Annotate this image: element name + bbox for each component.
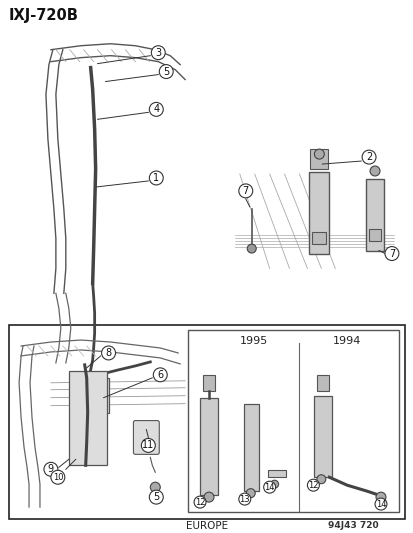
Bar [267,470,285,477]
Circle shape [313,149,323,159]
Bar [243,403,258,491]
Bar [69,371,106,465]
Text: 14: 14 [375,499,385,508]
Circle shape [384,247,398,261]
Circle shape [270,480,278,488]
Circle shape [153,368,167,382]
Bar [317,375,328,391]
Circle shape [369,166,379,176]
Text: 5: 5 [153,492,159,502]
Circle shape [247,244,256,253]
Text: IXJ-720B: IXJ-720B [8,8,78,23]
Text: 3: 3 [155,47,161,58]
Text: 2: 2 [365,152,371,162]
Text: 11: 11 [142,440,154,450]
Text: 1995: 1995 [239,336,267,346]
Text: 12: 12 [195,498,205,506]
Bar [313,395,332,477]
Text: 8: 8 [105,348,112,358]
Text: 6: 6 [157,370,163,380]
Bar [81,378,108,413]
Circle shape [374,498,386,510]
Text: 14: 14 [264,483,274,491]
Circle shape [159,64,173,78]
Text: 12: 12 [307,481,318,490]
Bar [188,330,398,512]
Text: EUROPE: EUROPE [185,521,228,531]
Circle shape [316,475,325,484]
Text: 7: 7 [242,186,248,196]
Circle shape [101,346,115,360]
Text: 5: 5 [163,67,169,77]
Bar [365,179,383,251]
Circle shape [238,493,250,505]
Circle shape [149,102,163,116]
Text: 13: 13 [239,495,249,504]
Text: 9: 9 [48,464,54,474]
Circle shape [204,492,214,502]
Bar [199,398,217,495]
Circle shape [149,490,163,504]
Text: 1994: 1994 [332,336,361,346]
FancyBboxPatch shape [133,421,159,454]
Circle shape [151,46,165,60]
Circle shape [150,482,160,492]
Circle shape [238,184,252,198]
Circle shape [51,470,65,484]
Circle shape [307,479,318,491]
Bar [202,375,214,391]
Bar [9,325,404,519]
Circle shape [263,481,275,493]
Bar [309,172,328,254]
Circle shape [149,171,163,185]
Circle shape [361,150,375,164]
Circle shape [141,439,155,453]
Circle shape [44,462,58,477]
Text: 1: 1 [153,173,159,183]
Circle shape [246,489,254,498]
Bar [368,229,380,240]
Bar [310,149,328,169]
Text: 4: 4 [153,104,159,115]
Text: 10: 10 [52,473,63,482]
Circle shape [375,492,385,502]
Text: 7: 7 [388,248,394,259]
Circle shape [194,496,206,508]
Bar [312,232,325,244]
Text: 94J43 720: 94J43 720 [328,521,378,530]
